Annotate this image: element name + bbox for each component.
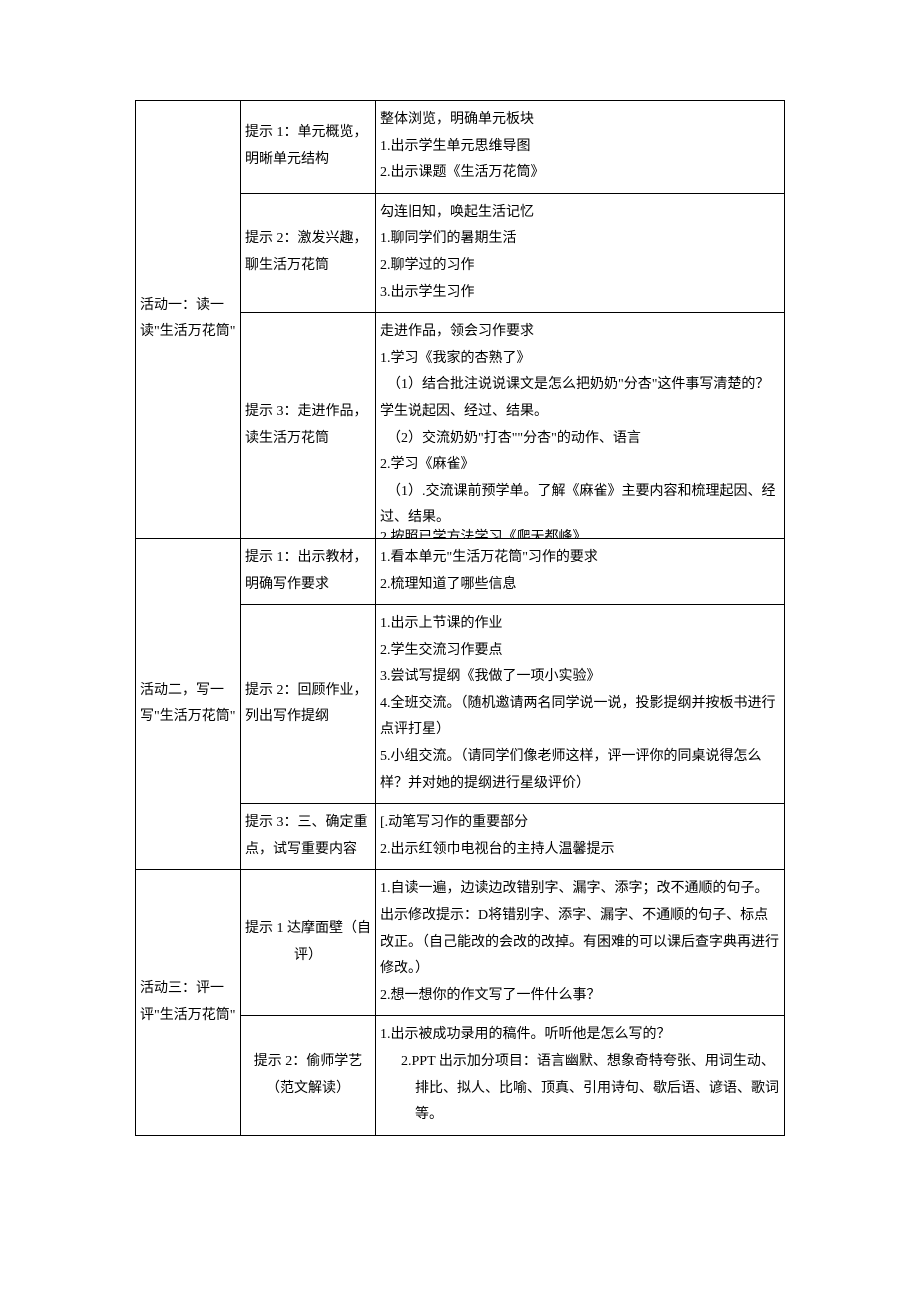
detail-line: 2.出示课题《生活万花筒》 [380, 160, 780, 187]
table-row: 活动三：评一评"生活万花筒"提示 1 达摩面壁（自评）1.自读一遍，边读边改错别… [136, 870, 785, 1016]
detail-line: 1.自读一遍，边读边改错别字、漏字、添字；改不通顺的句子。出示修改提示：D将错别… [380, 876, 780, 982]
detail-line: 1.出示学生单元思维导图 [380, 134, 780, 161]
activity-cell: 活动一：读一读"生活万花筒" [136, 101, 241, 539]
detail-line: 4.全班交流。（随机邀请两名同学说一说，投影提纲并按板书进行点评打星） [380, 691, 780, 744]
detail-line: 2.学生交流习作要点 [380, 638, 780, 665]
detail-line: 勾连旧知，唤起生活记忆 [380, 200, 780, 227]
activity-cell: 活动二，写一写"生活万花筒" [136, 538, 241, 870]
detail-line: 2.学习《麻雀》 [380, 452, 780, 479]
activity-label: 活动二，写一写"生活万花筒" [140, 678, 236, 731]
detail-line: [.动笔写习作的重要部分 [380, 810, 780, 837]
lesson-plan-table: 活动一：读一读"生活万花筒" 提示 1：单元概览，明晰单元结构整体浏览，明确单元板… [135, 100, 785, 1136]
detail-line: （2）交流奶奶"打杏""分杏"的动作、语言 [380, 426, 780, 453]
detail-cell: 勾连旧知，唤起生活记忆1.聊同学们的暑期生活2.聊学过的习作3.出示学生习作 [376, 193, 785, 312]
detail-line: 3.出示学生习作 [380, 280, 780, 307]
overflow-line: 2.按照已学方法学习《爬天都峰》 [380, 525, 780, 538]
detail-line: 学生说起因、经过、结果。 [380, 399, 780, 426]
hint-label: 提示 2：激发兴趣，聊生活万花筒 [245, 226, 371, 279]
detail-line: （1）结合批注说说课文是怎么把奶奶"分杏"这件事写清楚的？ [380, 372, 780, 399]
hint-cell: 提示 2：激发兴趣，聊生活万花筒 [241, 193, 376, 312]
detail-line: 1.学习《我家的杏熟了》 [380, 346, 780, 373]
table-body: 活动一：读一读"生活万花筒" 提示 1：单元概览，明晰单元结构整体浏览，明确单元板… [136, 101, 785, 1136]
detail-line: 2.聊学过的习作 [380, 253, 780, 280]
hint-label: 提示 2：回顾作业，列出写作提纲 [245, 678, 371, 731]
hint-cell: 提示 2：偷师学艺（范文解读） [241, 1016, 376, 1135]
hint-cell: 提示 1：单元概览，明晰单元结构 [241, 101, 376, 194]
hint-cell: 提示 2：回顾作业，列出写作提纲 [241, 605, 376, 804]
detail-line: 整体浏览，明确单元板块 [380, 107, 780, 134]
detail-cell: 1.看本单元"生活万花筒"习作的要求2.梳理知道了哪些信息 [376, 538, 785, 604]
activity-label: 活动一：读一读"生活万花筒" [140, 293, 236, 346]
hint-label: 提示 1：出示教材，明确写作要求 [245, 545, 371, 598]
detail-cell: 1.自读一遍，边读边改错别字、漏字、添字；改不通顺的句子。出示修改提示：D将错别… [376, 870, 785, 1016]
detail-line: 1.聊同学们的暑期生活 [380, 226, 780, 253]
hint-cell: 提示 1 达摩面壁（自评） [241, 870, 376, 1016]
detail-line: 2.出示红领巾电视台的主持人温馨提示 [380, 837, 780, 864]
hint-label: 提示 3：走进作品，读生活万花筒 [245, 399, 371, 452]
detail-line: 2.想一想你的作文写了一件什么事？ [380, 983, 780, 1010]
detail-cell: 走进作品，领会习作要求1.学习《我家的杏熟了》 （1）结合批注说说课文是怎么把奶… [376, 313, 785, 539]
detail-line: 3.尝试写提纲《我做了一项小实验》 [380, 664, 780, 691]
detail-cell: [.动笔写习作的重要部分2.出示红领巾电视台的主持人温馨提示 [376, 804, 785, 870]
detail-line: 2.PPT 出示加分项目：语言幽默、想象奇特夸张、用词生动、排比、拟人、比喻、顶… [380, 1049, 780, 1129]
detail-cell: 整体浏览，明确单元板块1.出示学生单元思维导图2.出示课题《生活万花筒》 [376, 101, 785, 194]
detail-line: 1.看本单元"生活万花筒"习作的要求 [380, 545, 780, 572]
hint-label: 提示 2：偷师学艺（范文解读） [245, 1049, 371, 1102]
hint-cell: 提示 1：出示教材，明确写作要求 [241, 538, 376, 604]
detail-line: （1）.交流课前预学单。了解《麻雀》主要内容和梳理起因、经过、结果。 [380, 479, 780, 532]
detail-cell: 1.出示上节课的作业2.学生交流习作要点3.尝试写提纲《我做了一项小实验》4.全… [376, 605, 785, 804]
table-row: 活动二，写一写"生活万花筒"提示 1：出示教材，明确写作要求1.看本单元"生活万… [136, 538, 785, 604]
hint-label: 提示 1 达摩面壁（自评） [245, 916, 371, 969]
detail-cell: 1.出示被成功录用的稿件。听听他是怎么写的？2.PPT 出示加分项目：语言幽默、… [376, 1016, 785, 1135]
activity-cell: 活动三：评一评"生活万花筒" [136, 870, 241, 1135]
hint-cell: 提示 3：走进作品，读生活万花筒 [241, 313, 376, 539]
detail-line: 走进作品，领会习作要求 [380, 319, 780, 346]
hint-label: 提示 1：单元概览，明晰单元结构 [245, 120, 371, 173]
hint-cell: 提示 3：三、确定重点，试写重要内容 [241, 804, 376, 870]
detail-line: 1.出示被成功录用的稿件。听听他是怎么写的？ [380, 1022, 780, 1049]
detail-line: 2.梳理知道了哪些信息 [380, 572, 780, 599]
detail-line: 1.出示上节课的作业 [380, 611, 780, 638]
table-row: 活动一：读一读"生活万花筒"提示 1：单元概览，明晰单元结构整体浏览，明确单元板… [136, 101, 785, 194]
detail-line: 5.小组交流。（请同学们像老师这样，评一评你的同桌说得怎么样？并对她的提纲进行星… [380, 744, 780, 797]
activity-label: 活动三：评一评"生活万花筒" [140, 976, 236, 1029]
hint-label: 提示 3：三、确定重点，试写重要内容 [245, 810, 371, 863]
